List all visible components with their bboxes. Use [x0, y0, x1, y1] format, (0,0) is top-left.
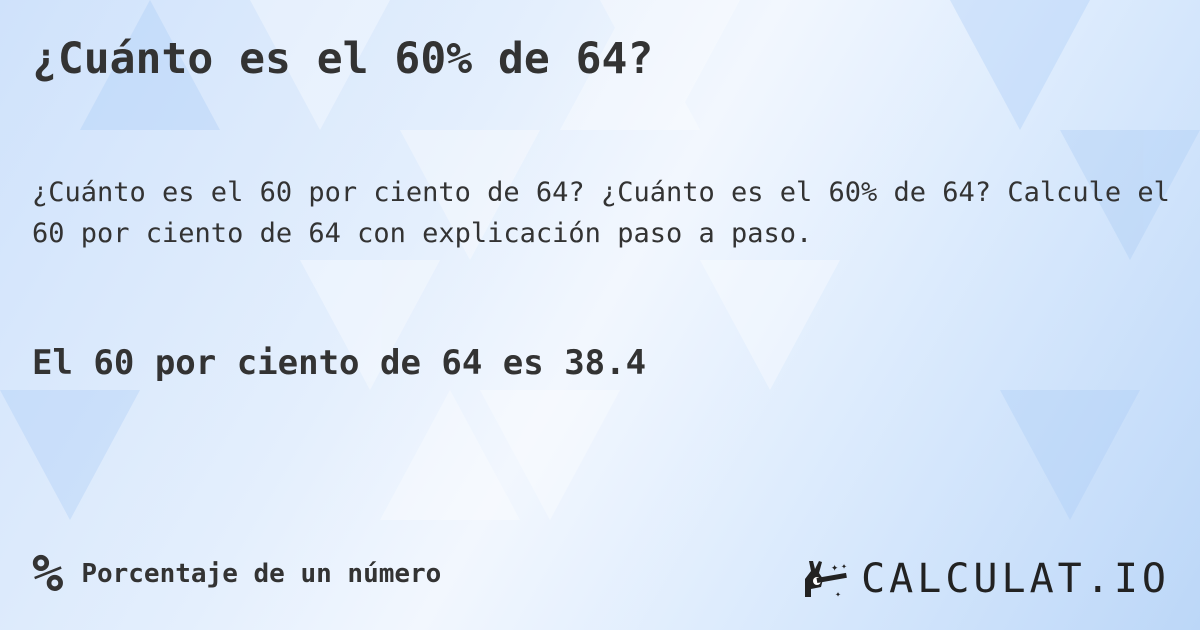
- description: ¿Cuánto es el 60 por ciento de 64? ¿Cuán…: [32, 177, 1170, 249]
- page-title: ¿Cuánto es el 60% de 64?: [32, 34, 654, 84]
- category-label: Porcentaje de un número: [81, 559, 442, 589]
- svg-text:✦: ✦: [841, 561, 847, 572]
- logo: ✦ ✦ ✦ CALCULAT.IO: [801, 556, 1170, 602]
- category-footer: % Porcentaje de un número: [32, 548, 441, 600]
- logo-text: CALCULAT.IO: [861, 556, 1170, 602]
- svg-text:✦: ✦: [835, 589, 841, 600]
- svg-text:✦: ✦: [831, 560, 838, 574]
- result-text: El 60 por ciento de 64 es 38.4: [32, 343, 647, 383]
- percent-icon: %: [32, 544, 64, 604]
- magic-hand-icon: ✦ ✦ ✦: [805, 560, 847, 600]
